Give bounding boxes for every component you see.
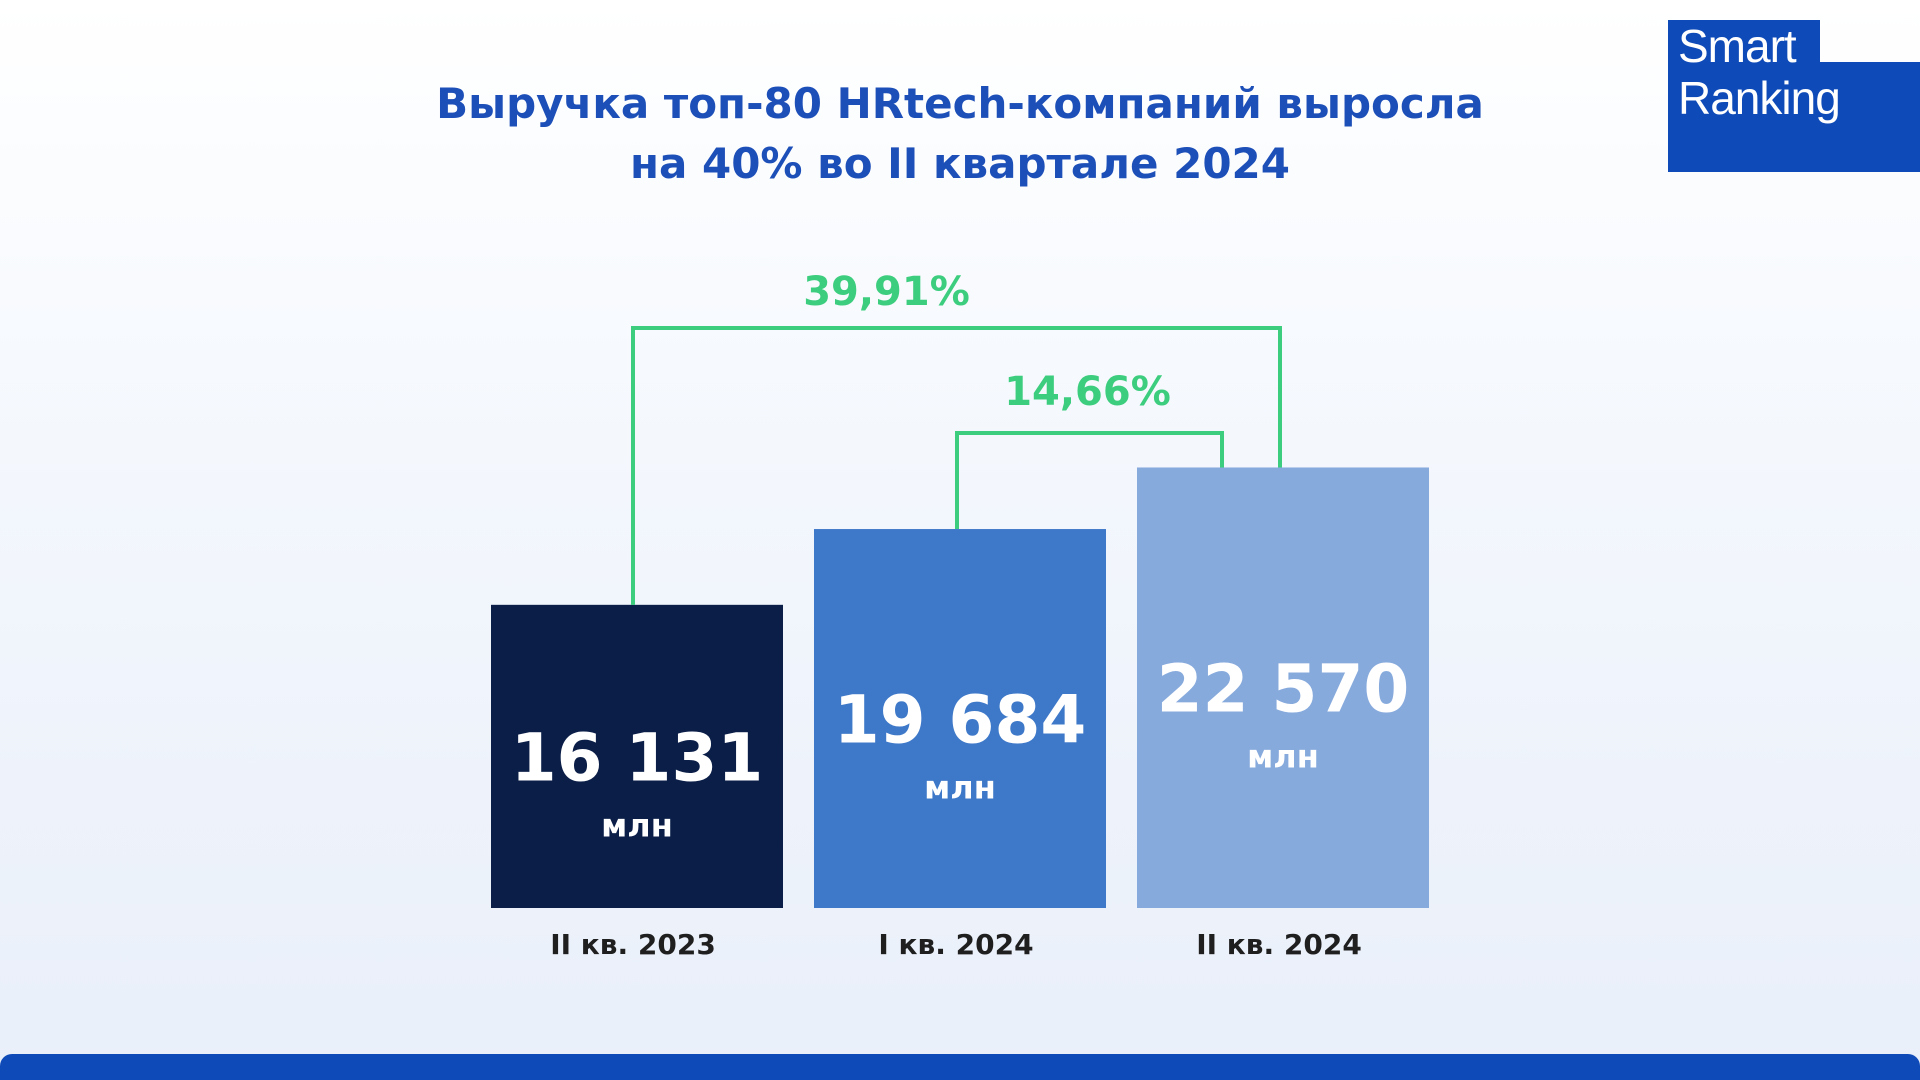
logo-shape xyxy=(1668,20,1920,172)
logo-line-1: Smart xyxy=(1678,20,1797,72)
logo-line-2: Ranking xyxy=(1678,72,1841,124)
chart-title: Выручка топ-80 HRtech-компаний выросла н… xyxy=(360,74,1560,194)
bar-value-label: 19 684 xyxy=(834,682,1087,759)
category-label: II кв. 2023 xyxy=(550,928,716,961)
logo-text: Smart Ranking xyxy=(1678,20,1841,124)
growth-bracket xyxy=(631,326,1282,605)
growth-bracket xyxy=(955,431,1224,530)
bar-value-label: 16 131 xyxy=(511,719,764,796)
category-label: I кв. 2024 xyxy=(878,928,1033,961)
bar-unit-label: млн xyxy=(1247,738,1319,776)
title-line-2: на 40% во II квартале 2024 xyxy=(629,139,1290,188)
bar-value-label: 22 570 xyxy=(1157,651,1410,728)
growth-label: 39,91% xyxy=(803,269,970,315)
bar-unit-label: млн xyxy=(924,769,996,807)
growth-label: 14,66% xyxy=(1004,369,1171,415)
bar-unit-label: млн xyxy=(601,806,673,844)
bar xyxy=(1137,467,1429,908)
smart-ranking-logo: Smart Ranking xyxy=(1668,20,1920,172)
category-label: II кв. 2024 xyxy=(1196,928,1362,961)
footer-bar xyxy=(0,1054,1920,1080)
title-line-1: Выручка топ-80 HRtech-компаний выросла xyxy=(436,79,1484,128)
bar xyxy=(814,529,1106,908)
bar xyxy=(491,604,783,908)
